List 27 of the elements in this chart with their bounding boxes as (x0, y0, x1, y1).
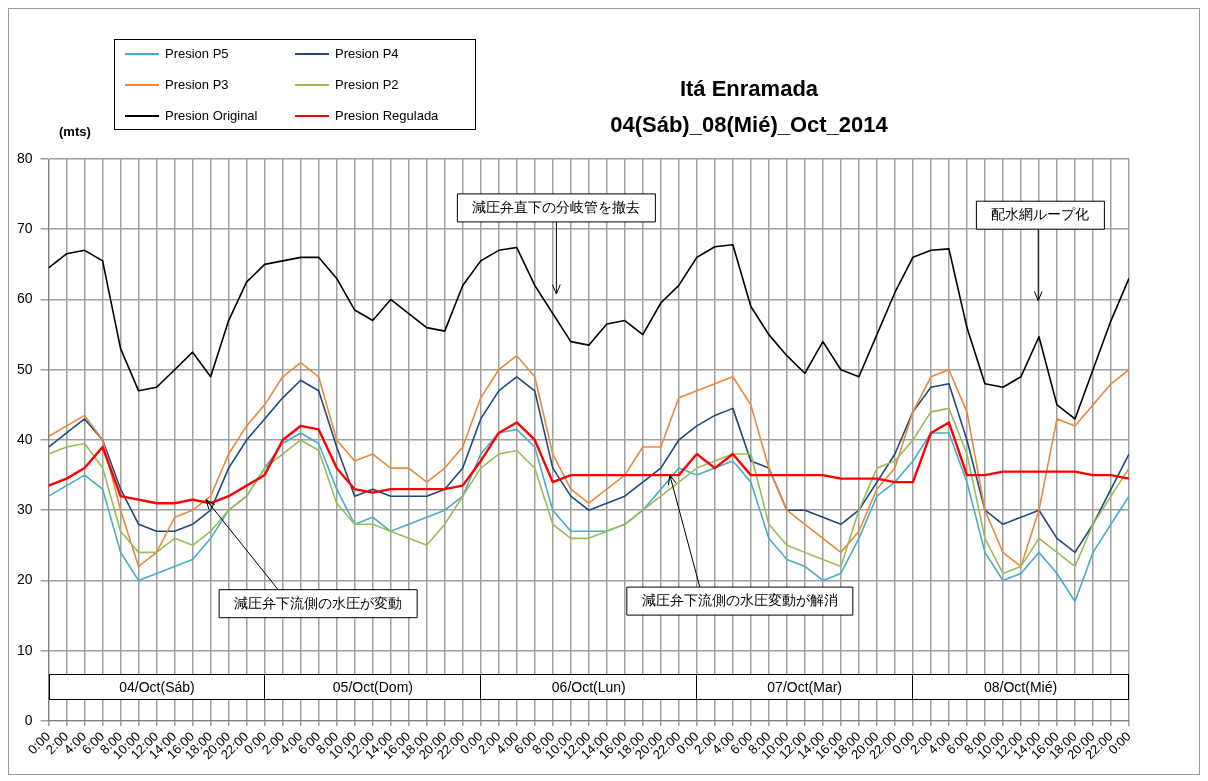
y-tick-label: 70 (16, 220, 33, 237)
y-tick-label: 50 (16, 360, 33, 377)
legend-label: Presion P3 (165, 77, 229, 92)
y-tick-label: 30 (16, 501, 33, 518)
legend-label: Presion P2 (335, 77, 399, 92)
annotation: 配水網ループ化 (991, 206, 1090, 223)
y-tick-label: 40 (16, 430, 33, 447)
y-axis-title: (mts) (59, 124, 91, 139)
chart-subtitle: 04(Sáb)_08(Mié)_Oct_2014 (609, 111, 889, 139)
annotation: 07/Oct(Mar) (696, 673, 914, 700)
y-tick-label: 20 (16, 571, 33, 588)
legend-label: Presion Original (165, 108, 258, 123)
annotation: 08/Oct(Mié) (912, 673, 1130, 700)
y-tick-label: 60 (16, 290, 33, 307)
annotation: 05/Oct(Dom) (264, 673, 482, 700)
annotation: 04/Oct(Sáb) (48, 673, 266, 700)
annotation: 06/Oct(Lun) (480, 673, 698, 700)
legend-label: Presion P4 (335, 46, 399, 61)
y-tick-label: 0 (24, 711, 33, 728)
chart-title: Itá Enramada (678, 75, 820, 103)
y-tick-label: 10 (16, 641, 33, 658)
legend-label: Presion P5 (165, 46, 229, 61)
annotation: 減圧弁直下の分岐管を撤去 (472, 198, 641, 215)
legend-label: Presion Regulada (335, 108, 439, 123)
y-tick-label: 80 (16, 149, 33, 166)
annotation: 減圧弁下流側の水圧が変動 (234, 594, 403, 611)
annotation: 減圧弁下流側の水圧変動が解消 (641, 591, 838, 608)
